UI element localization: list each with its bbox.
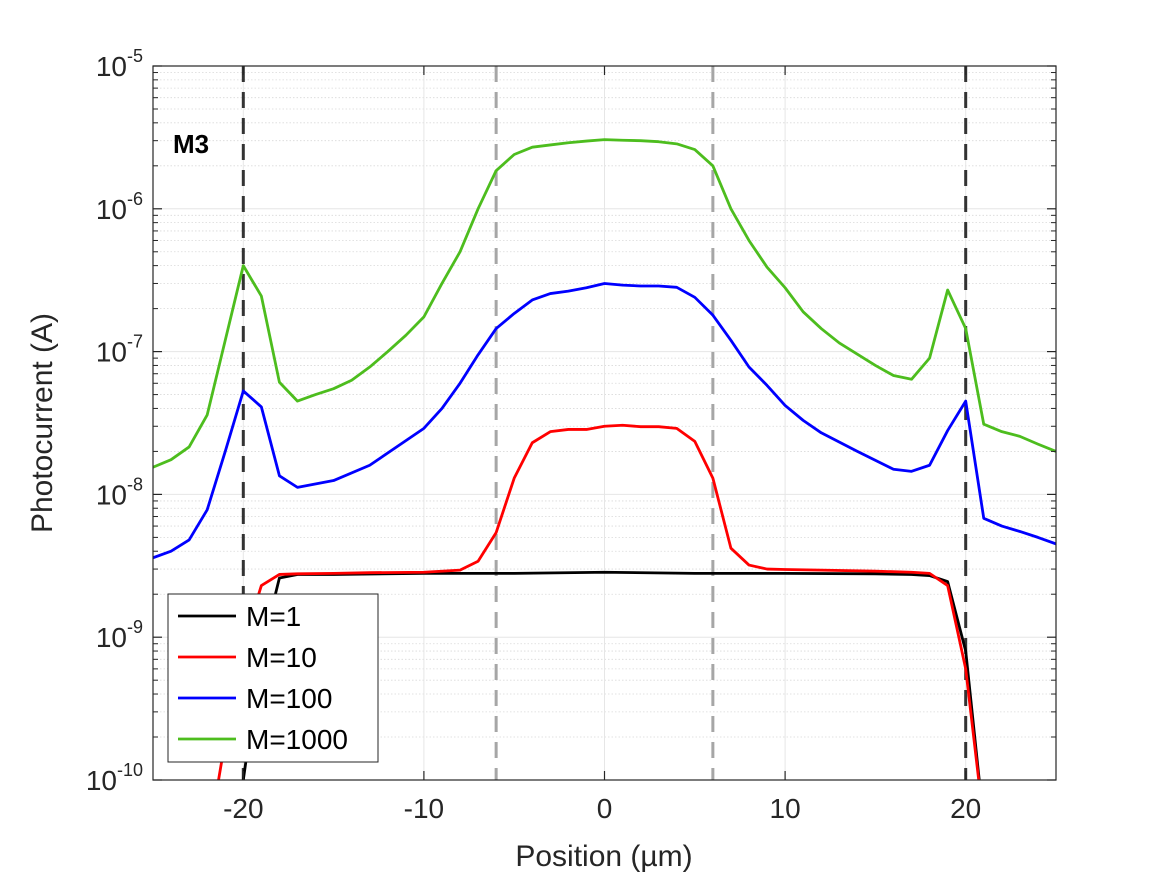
- reference-lines: [241, 66, 968, 780]
- series-lines: [153, 138, 1056, 780]
- y-tick-label: 10-10: [86, 760, 143, 796]
- y-tick-base: 10: [86, 765, 117, 796]
- y-tick-base: 10: [96, 194, 127, 225]
- y-tick-label: 10-6: [96, 189, 143, 225]
- y-tick-exponent: -7: [127, 332, 143, 352]
- y-tick-base: 10: [96, 337, 127, 368]
- legend-box: [167, 593, 379, 763]
- axis-ticks: [153, 65, 1056, 781]
- y-tick-label: 10-8: [96, 474, 143, 510]
- y-tick-base: 10: [96, 622, 127, 653]
- series-line-m-10: [217, 423, 981, 780]
- y-tick-base: 10: [96, 479, 127, 510]
- x-axis-label: Position (µm): [515, 840, 692, 873]
- legend-label: M=1: [246, 601, 301, 632]
- x-tick-label: -10: [404, 793, 444, 824]
- legend-label: M=1000: [246, 724, 348, 755]
- x-tick-label: 10: [770, 793, 801, 824]
- y-tick-label: 10-5: [96, 46, 143, 82]
- series-line-m-100: [153, 282, 1056, 560]
- x-tick-label: -20: [223, 793, 263, 824]
- y-tick-label: 10-7: [96, 332, 143, 368]
- y-tick-exponent: -8: [127, 474, 143, 494]
- legend: M=1 M=10 M=100 M=1000: [167, 593, 379, 763]
- y-tick-exponent: -5: [127, 46, 143, 66]
- legend-label: M=10: [246, 642, 317, 673]
- panel-label: M3: [173, 129, 209, 159]
- y-tick-exponent: -6: [127, 189, 143, 209]
- series-line-m-1000: [153, 138, 1056, 469]
- x-tick-labels: -20 -10 0 10 20: [223, 793, 981, 824]
- y-tick-label: 10-9: [96, 617, 143, 653]
- y-tick-exponent: -9: [127, 617, 143, 637]
- legend-label: M=100: [246, 683, 332, 714]
- x-tick-label: 0: [597, 793, 613, 824]
- x-tick-label: 20: [950, 793, 981, 824]
- y-tick-base: 10: [96, 51, 127, 82]
- y-axis-label: Photocurrent (A): [26, 313, 59, 533]
- y-tick-exponent: -10: [117, 760, 143, 780]
